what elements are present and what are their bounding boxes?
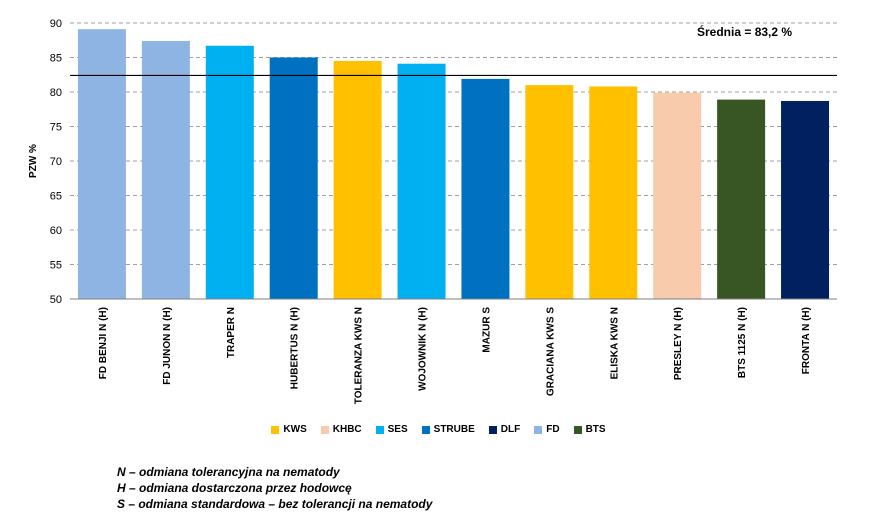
legend-swatch [271, 425, 280, 434]
legend-swatch [421, 425, 430, 434]
footnote-s: S – odmiana standardowa – bez tolerancji… [117, 497, 433, 511]
footnote-n: N – odmiana tolerancyjna na nematody [117, 465, 340, 479]
legend-label: BTS [585, 424, 606, 435]
legend-item: DLF [488, 424, 521, 435]
legend-label: DLF [500, 424, 521, 435]
y-axis-ticks: 50 55 60 65 70 75 80 85 90 [50, 18, 62, 306]
legend-item: SES [375, 424, 408, 435]
bar [205, 45, 254, 299]
legend-swatch [573, 425, 582, 434]
x-tick-label: FD JUNON N (H) [162, 307, 173, 385]
legend-item: KWS [271, 424, 307, 435]
legend-label: KWS [283, 424, 307, 435]
x-tick-label: GRACIANA KWS S [545, 307, 556, 396]
y-tick-label: 90 [50, 18, 62, 30]
y-tick-label: 80 [50, 87, 62, 99]
bars [77, 29, 830, 300]
x-tick-label: FD BENJI N (H) [98, 307, 109, 379]
bar [461, 78, 510, 299]
x-tick-label: WOJOWNIK N (H) [418, 307, 429, 391]
bar [141, 40, 190, 299]
legend-label: FD [546, 424, 560, 435]
legend-item: FD [534, 424, 560, 435]
legend-swatch [488, 425, 497, 434]
legend-swatch [375, 425, 384, 434]
bar [397, 63, 446, 300]
x-tick-label: BTS 1125 N (H) [737, 307, 748, 378]
x-tick-label: MAZUR S [481, 307, 492, 353]
legend-item: BTS [573, 424, 606, 435]
y-axis-label: PZW % [28, 144, 39, 178]
y-tick-label: 60 [50, 225, 62, 237]
legend-label: SES [387, 424, 408, 435]
legend-label: KHBC [332, 424, 362, 435]
gridlines [70, 22, 837, 265]
average-label: Średnia = 83,2 % [697, 24, 792, 39]
bar [589, 86, 638, 299]
x-tick-label: ELISKA KWS N [609, 307, 620, 379]
legend-label: STRUBE [433, 424, 475, 435]
x-tick-label: PRESLEY N (H) [673, 307, 684, 380]
legend-swatch [320, 425, 329, 434]
x-tick-label: HUBERTUS N (H) [290, 307, 301, 389]
bar [781, 100, 830, 299]
bar [269, 57, 318, 299]
bar [653, 92, 702, 299]
y-tick-label: 55 [50, 260, 62, 272]
bar [525, 85, 574, 299]
y-tick-label: 50 [50, 294, 62, 306]
x-tick-label: TOLERANZA KWS N [354, 307, 365, 404]
legend: KWS KHBC SES STRUBE DLF FD BTS [0, 424, 877, 435]
y-tick-label: 70 [50, 156, 62, 168]
legend-item: STRUBE [421, 424, 475, 435]
footnote-h: H – odmiana dostarczona przez hodowcę [117, 481, 352, 495]
legend-item: KHBC [320, 424, 362, 435]
bar [77, 29, 126, 300]
footnotes: N – odmiana tolerancyjna na nematody H –… [117, 464, 432, 512]
y-tick-label: 65 [50, 191, 62, 203]
x-axis-labels: FD BENJI N (H) FD JUNON N (H) TRAPER N HUBE… [98, 307, 812, 405]
y-tick-label: 75 [50, 122, 62, 134]
legend-swatch [534, 425, 543, 434]
bar [717, 99, 766, 299]
x-tick-label: TRAPER N [226, 307, 237, 358]
y-tick-label: 85 [50, 53, 62, 65]
x-tick-label: FRONTA N (H) [801, 307, 812, 374]
bar [333, 60, 382, 300]
